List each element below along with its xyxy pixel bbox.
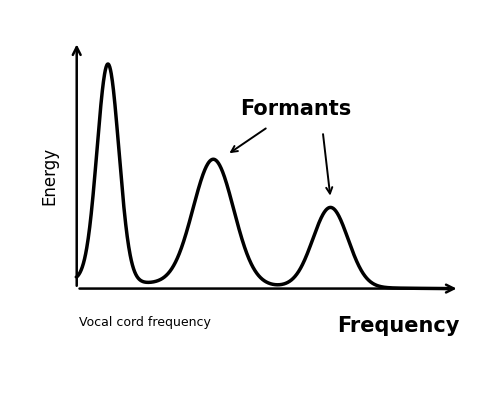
Text: Vocal cord frequency: Vocal cord frequency (78, 316, 210, 329)
Text: Formants: Formants (240, 99, 351, 119)
Text: Frequency: Frequency (337, 316, 460, 336)
Text: Energy: Energy (40, 147, 58, 206)
